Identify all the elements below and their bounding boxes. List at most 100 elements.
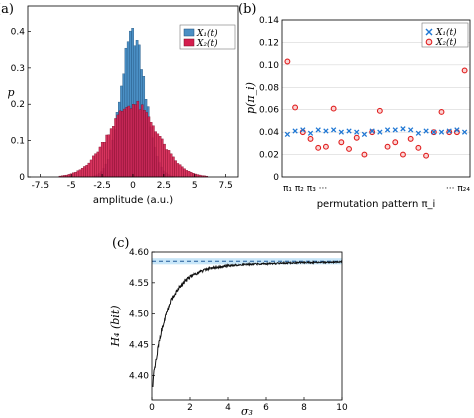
histogram-bar-2: [134, 104, 137, 178]
panel-b-legend-x-marker: [425, 28, 433, 36]
histogram-bar-2: [145, 112, 148, 178]
point-x1: [284, 131, 291, 138]
point-x1: [315, 127, 321, 133]
point-x1: [431, 129, 437, 135]
panel-b-legend-box: [421, 22, 469, 48]
y-tick-label: 4.55: [129, 279, 149, 289]
histogram-bar-2: [167, 150, 171, 178]
y-tick-label: 4.50: [129, 310, 149, 320]
panel-b-label: (b): [238, 2, 256, 17]
point-x2: [330, 105, 337, 112]
x-tick-label: 8: [301, 403, 307, 413]
histogram-bar-2: [143, 110, 146, 178]
histogram-bar-2: [183, 168, 186, 178]
point-x1: [361, 131, 368, 138]
point-x2: [392, 139, 399, 146]
point-x1: [438, 129, 445, 135]
histogram-bar-2: [100, 142, 104, 178]
histogram-bar-2: [107, 134, 111, 178]
point-x1: [392, 127, 398, 133]
panel-b-legend-label-1: X₁(t): [435, 27, 457, 38]
histogram-bar-2: [127, 105, 131, 178]
histogram-bar-2: [85, 164, 88, 178]
histogram-bar-2: [140, 104, 144, 178]
histogram-bar-2: [92, 155, 95, 178]
point-x2: [461, 67, 468, 74]
point-x2: [423, 152, 430, 159]
y-tick-label: 0.04: [259, 128, 279, 138]
histogram-bar-2: [74, 171, 77, 178]
point-x2: [353, 134, 360, 141]
y-tick-label: 0.12: [259, 38, 279, 48]
panel-a-legend-label-2: X₂(t): [196, 38, 218, 49]
panel-a-ylabel: p: [7, 86, 14, 99]
histogram-bar-2: [187, 171, 191, 178]
histogram-bar-2: [125, 107, 128, 178]
panel-a-bars: [58, 28, 209, 178]
histogram-bar-2: [136, 100, 140, 178]
x-tick-label: 7.5: [218, 181, 232, 191]
y-tick-label: 0: [273, 173, 279, 183]
x-tick-label: 0: [149, 403, 155, 413]
panel-b-xtick-last: ··· π₂₄: [446, 184, 470, 194]
panel-b: (b) 0 0.02 0.04 0.06 0.08 0.10 0.12 0.14 π₁ π₂ …: [238, 2, 471, 210]
histogram-bar-2: [116, 114, 120, 178]
panel-b-points: [284, 58, 468, 159]
point-x2: [346, 146, 352, 152]
x-tick-label: -7.5: [32, 181, 50, 191]
panel-a-y-ticks: 0 0.1 0.2 0.3 0.4: [11, 27, 31, 183]
point-x1: [354, 129, 360, 135]
point-x2: [284, 58, 291, 65]
x-tick-label: 4: [225, 403, 231, 413]
panel-a-xlabel: amplitude (a.u.): [93, 195, 173, 206]
x-tick-label: 0: [130, 181, 136, 191]
histogram-bar-2: [172, 156, 175, 178]
histogram-bar-2: [132, 104, 135, 178]
panel-a-legend-label-1: X₁(t): [196, 28, 218, 39]
point-x1: [384, 127, 391, 133]
histogram-bar-2: [165, 149, 169, 178]
histogram-bar-2: [152, 125, 155, 178]
histogram-bar-2: [96, 151, 100, 178]
x-tick-label: 2.5: [157, 181, 171, 191]
histogram-bar-2: [149, 122, 153, 178]
x-tick-label: -5: [67, 181, 76, 191]
panel-b-ylabel: p(π_i): [244, 82, 257, 114]
panel-a-x-ticks: -7.5 -5 -2.5 0 2.5 5 7.5: [32, 174, 233, 191]
point-x1: [369, 128, 375, 134]
x-tick-label: 10: [336, 403, 348, 413]
point-x1: [338, 129, 344, 135]
histogram-bar-2: [89, 159, 93, 178]
histogram-bar-2: [94, 153, 97, 178]
histogram-bar-2: [174, 160, 177, 178]
histogram-bar-2: [185, 170, 189, 178]
point-x2: [315, 144, 322, 151]
histogram-bar-2: [178, 164, 182, 178]
point-x1: [446, 128, 452, 134]
point-x1: [323, 128, 329, 134]
point-x2: [446, 129, 453, 136]
point-x2: [322, 143, 329, 150]
point-x1: [330, 127, 337, 133]
histogram-bar-2: [147, 116, 151, 178]
y-tick-label: 0.1: [11, 137, 25, 147]
point-x2: [307, 135, 314, 142]
y-tick-label: 0.3: [11, 64, 25, 74]
point-x1: [461, 129, 468, 135]
panel-b-frame: [281, 19, 471, 178]
histogram-bar-2: [83, 166, 86, 178]
y-tick-label: 0.14: [259, 16, 279, 26]
histogram-bar-2: [114, 118, 117, 178]
point-x2: [292, 104, 299, 111]
histogram-bar-2: [129, 108, 133, 178]
panel-b-legend-label-2: X₂(t): [435, 37, 457, 48]
x-tick-label: -2.5: [93, 181, 111, 191]
histogram-bar-2: [112, 126, 115, 178]
histogram-bar-2: [78, 169, 82, 178]
histogram-bar-2: [105, 134, 108, 178]
y-tick-label: 0.06: [259, 106, 279, 116]
panel-c-xlabel: σ₃: [241, 405, 253, 418]
histogram-bar-2: [189, 172, 193, 178]
point-x1: [307, 130, 314, 136]
